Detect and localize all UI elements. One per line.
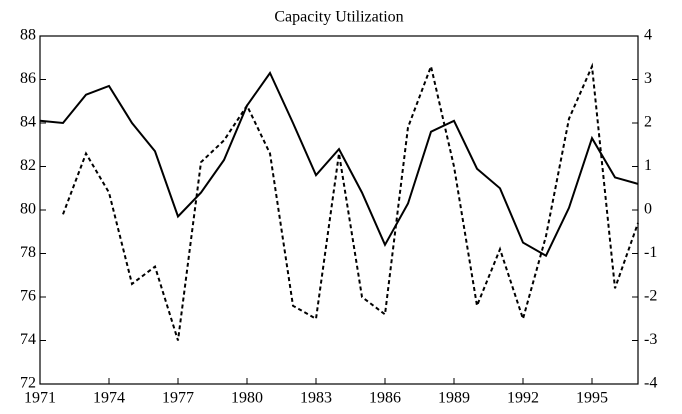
y2-tick-label: 0 [644,201,652,218]
x-tick-label: 1974 [93,390,125,407]
y-tick-label: 82 [20,157,36,174]
y-tick-label: 86 [20,70,36,87]
y-tick-label: 76 [20,288,36,305]
x-tick-label: 1995 [576,390,608,407]
x-tick-label: 1977 [162,390,194,407]
plot-frame [39,35,639,385]
y-tick-label: 78 [20,244,36,261]
series-line [39,71,639,258]
y2-tick-label: -2 [644,288,657,305]
y2-tick-label: 2 [644,114,652,131]
y-tick-label: 84 [20,114,36,131]
y-tick-label: 80 [20,201,36,218]
x-tick-label: 1986 [369,390,401,407]
y2-tick-label: -4 [644,375,657,392]
chart-title: Capacity Utilization [274,9,403,26]
y-tick-label: 74 [20,331,36,348]
x-tick-label: 1971 [24,390,56,407]
y2-tick-label: 1 [644,157,652,174]
y-tick-label: 72 [20,375,36,392]
y-tick-label: 88 [20,27,36,44]
x-tick-label: 1983 [300,390,332,407]
x-tick-label: 1989 [438,390,470,407]
y2-tick-label: 3 [644,70,652,87]
x-tick-label: 1992 [507,390,539,407]
series-line [62,62,639,341]
y2-tick-label: 4 [644,27,652,44]
y2-tick-label: -1 [644,244,657,261]
x-tick-label: 1980 [231,390,263,407]
y2-tick-label: -3 [644,331,657,348]
